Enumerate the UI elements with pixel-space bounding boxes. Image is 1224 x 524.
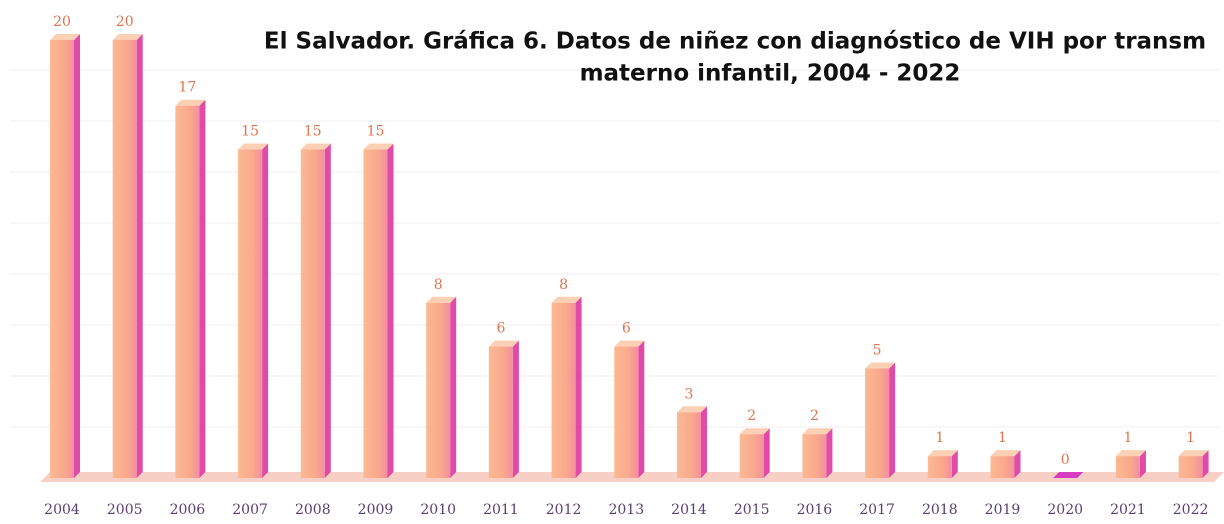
value-label: 2: [747, 408, 756, 424]
x-tick-label: 2017: [859, 502, 895, 518]
bar: [927, 456, 952, 478]
bar-top: [50, 34, 80, 40]
bar-top: [865, 362, 896, 369]
x-tick-label: 2012: [546, 502, 582, 518]
value-label: 1: [1123, 430, 1132, 446]
bar-top: [426, 296, 457, 303]
bar-top: [175, 99, 206, 106]
x-tick-label: 2006: [170, 502, 206, 518]
bar-side: [74, 34, 80, 478]
bar-side: [262, 143, 269, 478]
value-label: 6: [496, 321, 505, 337]
bar-top: [112, 34, 143, 40]
bar-top: [488, 340, 519, 347]
bar-side: [826, 428, 833, 478]
bar-side: [575, 296, 582, 478]
bar-side: [199, 99, 206, 478]
chart-title: materno infantil, 2004 - 2022: [580, 61, 961, 87]
bar-top: [300, 143, 331, 150]
x-tick-label: 2020: [1047, 502, 1083, 518]
bar: [363, 149, 388, 478]
bar-side: [136, 34, 143, 478]
x-tick-label: 2019: [985, 502, 1021, 518]
x-tick-label: 2018: [922, 502, 958, 518]
bar-top: [677, 406, 707, 413]
bar: [802, 434, 827, 478]
x-tick-label: 2016: [797, 502, 833, 518]
value-label: 15: [367, 124, 385, 140]
x-tick-label: 2014: [671, 502, 707, 518]
x-tick-label: 2021: [1110, 502, 1146, 518]
x-tick-label: 2013: [608, 502, 644, 518]
bar-top: [238, 143, 269, 150]
bar-side: [763, 428, 770, 478]
value-label: 17: [178, 80, 196, 96]
bar-top: [363, 143, 394, 150]
value-label: 20: [116, 14, 134, 30]
bar: [50, 40, 74, 478]
bar: [1178, 456, 1203, 478]
bar-side: [889, 362, 896, 478]
bar: [426, 302, 451, 478]
bar-side: [951, 450, 958, 478]
bar-side: [1014, 450, 1021, 478]
bar: [551, 302, 576, 478]
bar-top: [1115, 450, 1146, 457]
x-tick-label: 2011: [483, 502, 519, 518]
x-tick-label: 2015: [734, 502, 770, 518]
bar-top: [802, 428, 833, 435]
bar-side: [324, 143, 331, 478]
x-tick-label: 2005: [107, 502, 143, 518]
value-label: 1: [935, 430, 944, 446]
value-label: 1: [998, 430, 1007, 446]
bar-side: [512, 340, 519, 478]
x-tick-label: 2008: [295, 502, 331, 518]
value-label: 8: [559, 277, 568, 293]
x-tick-label: 2009: [358, 502, 394, 518]
chart-title: El Salvador. Gráfica 6. Datos de niñez c…: [264, 29, 1206, 55]
value-label: 6: [622, 321, 631, 337]
value-label: 1: [1186, 430, 1195, 446]
bar-top: [927, 450, 958, 457]
x-tick-label: 2010: [420, 502, 456, 518]
bar-side: [450, 296, 457, 478]
x-tick-label: 2007: [232, 502, 268, 518]
bar: [865, 368, 890, 478]
value-label: 8: [434, 277, 443, 293]
bar: [238, 149, 263, 478]
bar-top: [614, 340, 645, 347]
value-label: 5: [873, 343, 882, 359]
bar: [614, 346, 639, 478]
bar-top: [990, 450, 1021, 457]
bar-side: [1139, 450, 1146, 478]
x-tick-label: 2004: [44, 502, 80, 518]
bar: [739, 434, 764, 478]
bar: [112, 40, 137, 478]
value-label: 15: [241, 124, 259, 140]
bar: [175, 105, 200, 478]
x-tick-label: 2022: [1173, 502, 1209, 518]
bar: [488, 346, 513, 478]
bar-side: [387, 143, 394, 478]
bar: [677, 412, 701, 478]
bar-side: [638, 340, 645, 478]
value-label: 3: [685, 386, 694, 402]
value-label: 2: [810, 408, 819, 424]
bar-side: [701, 406, 707, 478]
bar-top: [1053, 472, 1084, 478]
grid: [10, 69, 1220, 428]
value-label: 15: [304, 124, 322, 140]
bar-top: [739, 428, 770, 435]
value-label: 0: [1061, 452, 1070, 468]
bar: [990, 456, 1015, 478]
bar-top: [1178, 450, 1209, 457]
bar-top: [551, 296, 582, 303]
bar: [300, 149, 325, 478]
bar-side: [1202, 450, 1209, 478]
value-label: 20: [53, 14, 71, 30]
bar: [1115, 456, 1140, 478]
